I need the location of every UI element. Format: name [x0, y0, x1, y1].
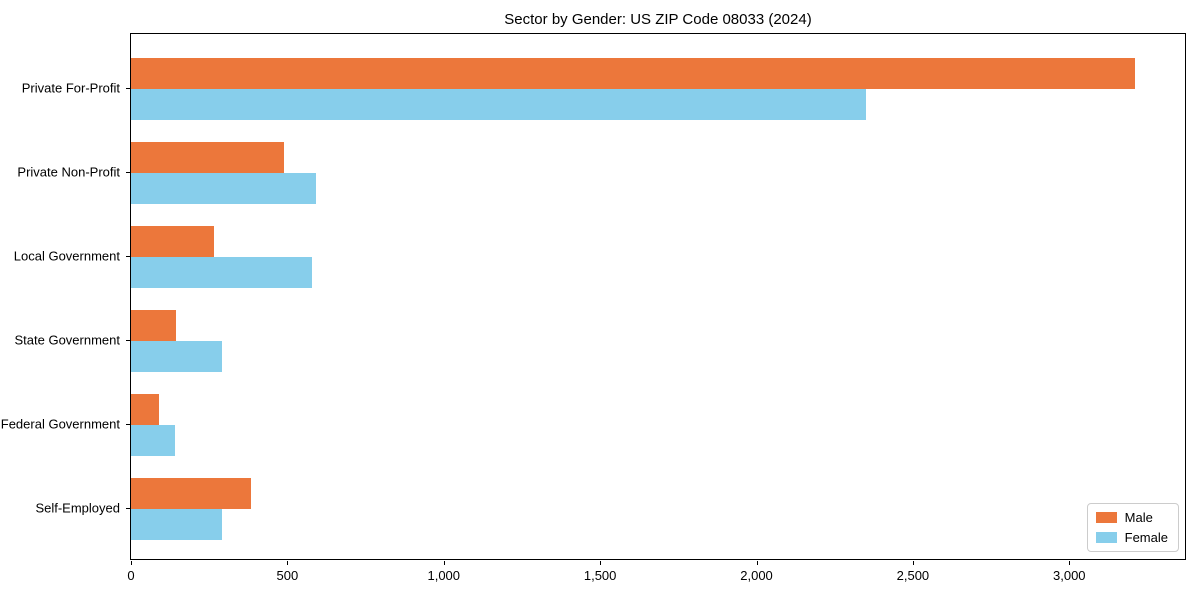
x-tick-mark — [1069, 561, 1071, 565]
bar-female-federal-government — [131, 425, 175, 456]
y-tick-label-state-government: State Government — [14, 332, 121, 348]
legend-swatch-male — [1095, 512, 1117, 523]
bar-male-local-government — [131, 226, 214, 257]
bar-group-state-government — [131, 310, 1185, 372]
y-tick-label-self-employed: Self-Employed — [35, 500, 120, 516]
y-axis: Private For-Profit Private Non-Profit Loca… — [0, 33, 130, 560]
chart-title: Sector by Gender: US ZIP Code 08033 (202… — [504, 11, 812, 28]
legend-item-male: Male — [1095, 510, 1168, 525]
bar-group-local-government — [131, 226, 1185, 288]
x-axis: 0 500 1,000 1,500 2,000 2,500 3,000 — [127, 561, 1185, 591]
bar-male-federal-government — [131, 394, 160, 425]
bar-male-self-employed — [131, 478, 252, 509]
x-tick-mark — [912, 561, 914, 565]
y-tick-label-local-government: Local Government — [13, 248, 120, 264]
y-tick-label-federal-government: Federal Government — [0, 416, 120, 432]
y-tick-mark — [126, 508, 130, 509]
legend-swatch-female — [1095, 532, 1117, 543]
bar-female-local-government — [131, 257, 313, 288]
bar-group-federal-government — [131, 394, 1185, 456]
y-tick-mark — [126, 88, 130, 89]
x-tick-label-1-000: 1,000 — [427, 568, 461, 583]
bar-female-self-employed — [131, 509, 222, 540]
x-tick-mark — [756, 561, 758, 565]
x-tick-label-1-500: 1,500 — [583, 568, 617, 583]
legend-item-female: Female — [1095, 530, 1168, 545]
x-tick-label-0: 0 — [127, 568, 135, 583]
bar-female-private-for-profit — [131, 89, 866, 120]
x-tick-label-500: 500 — [276, 568, 299, 583]
y-tick-mark — [126, 256, 130, 257]
y-tick-mark — [126, 424, 130, 425]
x-tick-label-2-000: 2,000 — [740, 568, 773, 583]
y-tick-mark — [126, 340, 130, 341]
x-tick-label-2-500: 2,500 — [896, 568, 930, 583]
bar-group-private-for-profit — [131, 58, 1185, 120]
legend-label-female: Female — [1124, 530, 1168, 545]
x-tick-label-3-000: 3,000 — [1052, 568, 1086, 583]
legend: Male Female — [1086, 503, 1179, 552]
bar-female-private-non-profit — [131, 173, 316, 204]
bar-male-private-non-profit — [131, 142, 285, 173]
bar-male-private-for-profit — [131, 58, 1135, 89]
y-tick-label-private-for-profit: Private For-Profit — [21, 80, 120, 96]
bar-female-state-government — [131, 341, 222, 372]
y-tick-mark — [126, 172, 130, 173]
bar-male-state-government — [131, 310, 177, 341]
y-tick-label-private-non-profit: Private Non-Profit — [17, 164, 120, 180]
x-tick-mark — [131, 561, 132, 565]
bar-group-private-non-profit — [131, 142, 1185, 204]
legend-label-male: Male — [1124, 510, 1153, 525]
x-tick-mark — [287, 561, 289, 565]
x-tick-mark — [600, 561, 602, 565]
x-tick-mark — [443, 561, 445, 565]
bar-group-self-employed — [131, 478, 1185, 540]
plot-area: Male Female — [130, 33, 1186, 560]
